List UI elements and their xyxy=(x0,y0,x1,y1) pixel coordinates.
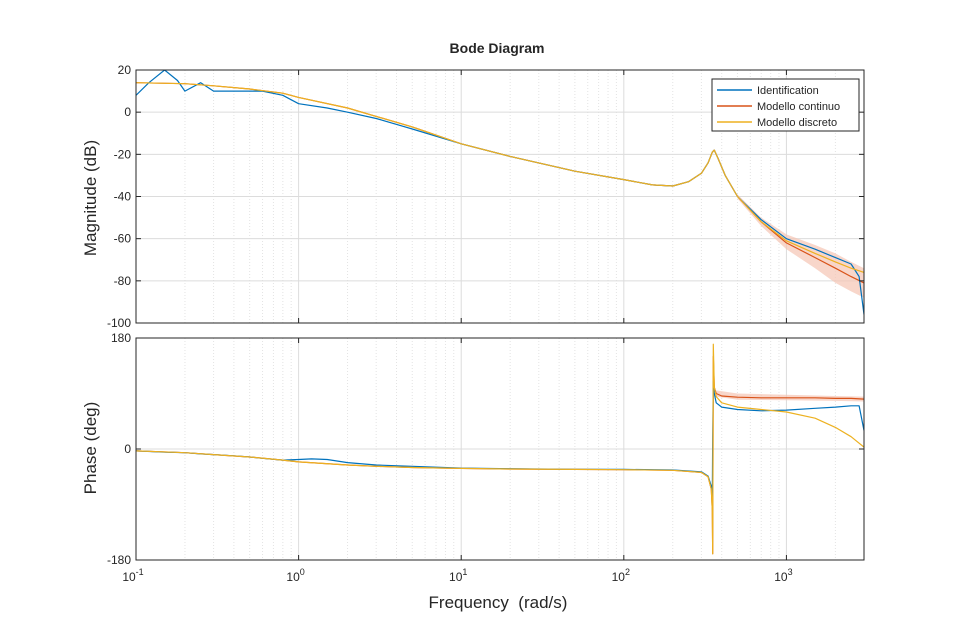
magnitude-y-tick-label: 0 xyxy=(124,105,131,119)
legend-entry-label: Identification xyxy=(757,85,819,97)
magnitude-y-tick-label: -100 xyxy=(107,316,131,330)
legend-entry-label: Modello discreto xyxy=(757,117,837,129)
phase-y-tick-label: 180 xyxy=(111,331,131,345)
magnitude-y-tick-label: -20 xyxy=(114,147,132,161)
magnitude-y-tick-label: -80 xyxy=(114,274,132,288)
legend-entry-label: Modello continuo xyxy=(757,101,840,113)
x-tick-label: 100 xyxy=(286,567,304,584)
phase-axis-label: Phase (deg) xyxy=(81,402,100,495)
x-tick-label: 103 xyxy=(774,567,792,584)
x-tick-label: 10-1 xyxy=(122,567,143,584)
magnitude-confidence-band xyxy=(737,194,864,298)
magnitude-y-tick-label: -40 xyxy=(114,190,132,204)
phase-y-tick-label: -180 xyxy=(107,553,131,567)
x-tick-label: 102 xyxy=(612,567,630,584)
magnitude-y-tick-label: -60 xyxy=(114,232,132,246)
x-tick-label: 101 xyxy=(449,567,467,584)
phase-series-modello-discreto xyxy=(136,343,864,555)
legend: Identification Modello continuo Modello di… xyxy=(711,78,860,132)
magnitude-axis-label: Magnitude (dB) xyxy=(81,140,100,256)
magnitude-series-modello-discreto xyxy=(136,82,864,273)
chart-title: Bode Diagram xyxy=(450,40,545,56)
phase-y-tick-label: 0 xyxy=(124,442,131,456)
frequency-axis-label: Frequency (rad/s) xyxy=(429,593,568,612)
magnitude-y-tick-label: 20 xyxy=(118,63,132,77)
